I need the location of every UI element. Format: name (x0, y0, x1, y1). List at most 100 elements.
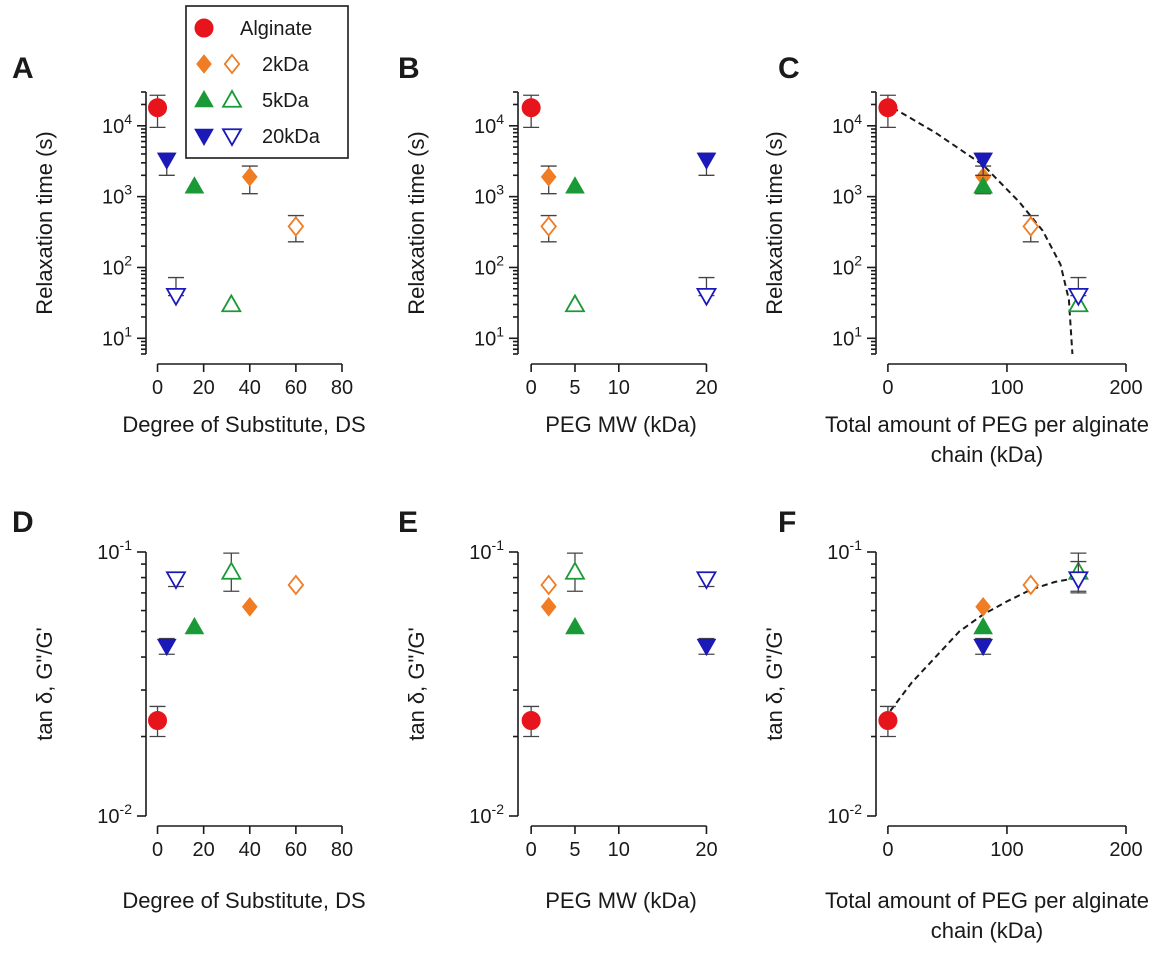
x-tick-label: 80 (331, 377, 353, 399)
y-tick-label: 10-2 (469, 801, 504, 828)
x-tick-label: 200 (1109, 377, 1142, 399)
x-tick-label: 40 (239, 839, 261, 861)
x-tick-label: 20 (695, 839, 717, 861)
y-tick-label: 101 (832, 323, 862, 350)
y-tick-label: 10-2 (97, 801, 132, 828)
y-tick-label: 104 (102, 111, 132, 138)
data-point-20kda (1067, 287, 1089, 307)
x-tick-label: 5 (569, 377, 580, 399)
data-point-20kda (165, 287, 187, 307)
x-tick-label: 10 (608, 839, 630, 861)
data-point-5kda (565, 176, 585, 194)
legend-marker-2kda (223, 53, 241, 75)
y-tick-label: 104 (832, 111, 862, 138)
data-point-2kda (241, 167, 258, 187)
panel-d: D 10-2 10-1 0 20 40 60 80 tan δ, G"/G' Degree of … (12, 506, 366, 913)
x-tick-label: 60 (285, 839, 307, 861)
legend-label: 2kDa (262, 54, 310, 76)
data-point-2kda (1022, 574, 1040, 596)
x-axis-label: Degree of Substitute, DS (122, 888, 365, 913)
legend-marker-5kda (194, 89, 214, 108)
y-tick-label: 10-1 (469, 537, 504, 564)
x-tick-label: 20 (695, 377, 717, 399)
x-tick-label: 0 (152, 377, 163, 399)
data-point-2kda (540, 574, 558, 596)
data-point-5kda (184, 176, 205, 194)
data-point-20kda (156, 638, 177, 657)
y-tick-label: 103 (832, 182, 862, 209)
x-tick-label: 0 (882, 839, 893, 861)
data-point-20kda (165, 571, 187, 590)
y-tick-label: 102 (832, 252, 862, 279)
data-point-5kda (564, 561, 586, 580)
x-tick-label: 40 (239, 377, 261, 399)
legend-marker-alginate (194, 18, 214, 38)
data-point-alginate (521, 711, 541, 731)
legend-label: Alginate (240, 18, 312, 40)
data-point-5kda (973, 176, 994, 194)
x-tick-label: 100 (990, 839, 1023, 861)
x-tick-label: 80 (331, 839, 353, 861)
data-point-20kda (156, 152, 177, 170)
y-tick-label: 104 (474, 111, 504, 138)
x-tick-label: 10 (608, 377, 630, 399)
y-tick-label: 103 (474, 182, 504, 209)
fit-curve (892, 106, 1074, 355)
panel-e: E 10-2 10-1 0 5 10 20 tan δ, G"/G' PEG MW (kDa) (398, 506, 718, 913)
y-tick-label: 101 (474, 323, 504, 350)
legend: Alginate 2kDa 5kDa 20kDa (185, 5, 349, 159)
data-point-20kda (973, 152, 994, 170)
y-tick-label: 103 (102, 182, 132, 209)
x-tick-label: 0 (152, 839, 163, 861)
data-point-2kda (540, 215, 558, 237)
data-point-2kda (241, 597, 258, 617)
data-point-2kda (1022, 215, 1040, 237)
data-point-alginate (521, 98, 541, 118)
y-tick-label: 102 (474, 252, 504, 279)
legend-marker-5kda (221, 89, 243, 108)
data-point-alginate (878, 711, 898, 731)
legend-label: 20kDa (262, 126, 321, 148)
y-axis-label: tan δ, G"/G' (32, 627, 57, 741)
panel-label: F (778, 506, 796, 539)
y-tick-label: 10-2 (827, 801, 862, 828)
panel-c: C 101 102 103 104 0 100 200 Relaxation time (s) T… (762, 52, 1149, 467)
y-axis-label: Relaxation time (s) (404, 131, 429, 314)
data-point-20kda (695, 571, 718, 590)
y-tick-label: 102 (102, 252, 132, 279)
x-tick-label: 100 (990, 377, 1023, 399)
data-point-20kda (696, 638, 717, 657)
data-point-5kda (973, 616, 994, 635)
legend-box (185, 5, 349, 159)
data-point-5kda (220, 561, 242, 580)
x-tick-label: 0 (882, 377, 893, 399)
data-point-20kda (973, 638, 994, 657)
x-tick-label: 0 (526, 839, 537, 861)
data-point-alginate (878, 98, 898, 118)
data-point-5kda (565, 616, 585, 635)
panel-f: F 10-2 10-1 0 100 200 tan δ, G"/G' Total amount… (762, 506, 1149, 943)
x-tick-label: 5 (569, 839, 580, 861)
data-point-2kda (287, 574, 305, 596)
x-axis-label: Total amount of PEG per alginate chain (k… (825, 412, 1149, 467)
data-point-20kda (696, 152, 717, 170)
y-axis-label: tan δ, G"/G' (762, 627, 787, 741)
legend-marker-2kda (196, 54, 212, 74)
y-tick-label: 101 (102, 323, 132, 350)
panel-label: C (778, 52, 800, 85)
y-axis-label: tan δ, G"/G' (404, 627, 429, 741)
panel-label: A (12, 52, 34, 85)
x-axis-label: Degree of Substitute, DS (122, 412, 365, 437)
y-tick-label: 10-1 (97, 537, 132, 564)
panel-b: B 101 102 103 104 0 5 10 20 Relaxation time (s) PE… (398, 52, 718, 437)
data-point-2kda (540, 167, 557, 187)
legend-label: 5kDa (262, 90, 310, 112)
x-axis-label: Total amount of PEG per alginate chain (k… (825, 888, 1149, 943)
x-tick-label: 200 (1109, 839, 1142, 861)
y-tick-label: 10-1 (827, 537, 862, 564)
data-point-alginate (148, 98, 168, 118)
data-point-5kda (564, 293, 586, 313)
x-axis-label: PEG MW (kDa) (545, 412, 697, 437)
panel-label: E (398, 506, 418, 539)
